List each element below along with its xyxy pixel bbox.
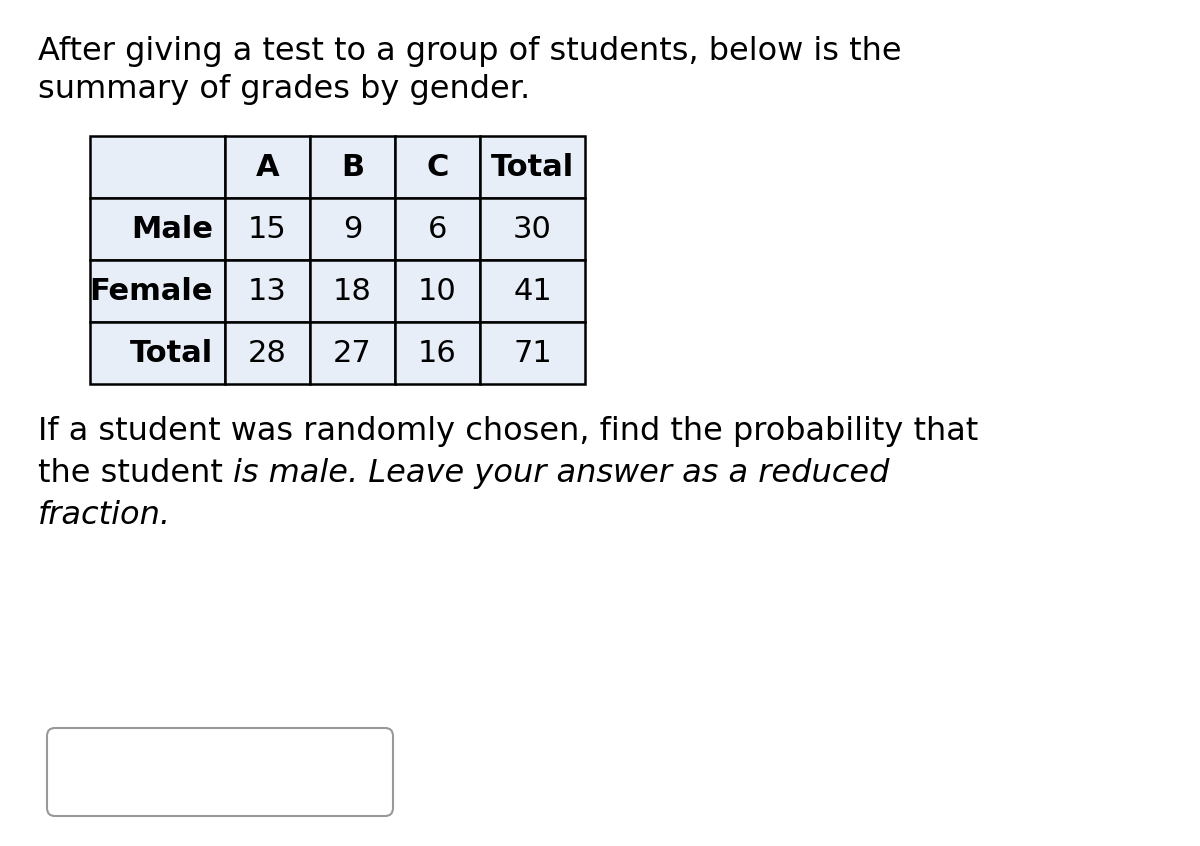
Bar xyxy=(310,198,395,260)
Text: A: A xyxy=(256,152,280,182)
Text: Total: Total xyxy=(130,338,214,367)
Bar xyxy=(310,322,395,384)
Bar xyxy=(310,136,395,198)
FancyBboxPatch shape xyxy=(47,728,394,816)
Bar xyxy=(90,136,226,198)
Text: C: C xyxy=(426,152,449,182)
Text: summary of grades by gender.: summary of grades by gender. xyxy=(38,74,530,105)
Text: 30: 30 xyxy=(514,215,552,244)
Text: 6: 6 xyxy=(428,215,448,244)
Text: 16: 16 xyxy=(418,338,457,367)
Bar xyxy=(480,136,586,198)
Bar xyxy=(480,198,586,260)
Text: B: B xyxy=(341,152,364,182)
Bar xyxy=(90,322,226,384)
Text: 13: 13 xyxy=(248,277,287,305)
Bar xyxy=(226,322,310,384)
Bar xyxy=(226,198,310,260)
Text: the student: the student xyxy=(38,458,233,489)
Bar xyxy=(395,322,480,384)
Text: 71: 71 xyxy=(514,338,552,367)
Bar xyxy=(395,136,480,198)
Bar xyxy=(226,260,310,322)
Text: 15: 15 xyxy=(248,215,287,244)
Text: fraction.: fraction. xyxy=(38,500,172,531)
Text: is male. Leave your answer as a reduced: is male. Leave your answer as a reduced xyxy=(233,458,889,489)
Bar xyxy=(226,136,310,198)
Text: Male: Male xyxy=(131,215,214,244)
Text: 28: 28 xyxy=(248,338,287,367)
Text: 18: 18 xyxy=(334,277,372,305)
Bar xyxy=(480,322,586,384)
Bar xyxy=(395,198,480,260)
Text: 9: 9 xyxy=(343,215,362,244)
Bar xyxy=(90,198,226,260)
Bar xyxy=(90,260,226,322)
Text: Female: Female xyxy=(90,277,214,305)
Bar xyxy=(395,260,480,322)
Text: 10: 10 xyxy=(418,277,457,305)
Text: If a student was randomly chosen, find the probability that: If a student was randomly chosen, find t… xyxy=(38,416,978,447)
Bar xyxy=(480,260,586,322)
Text: After giving a test to a group of students, below is the: After giving a test to a group of studen… xyxy=(38,36,901,67)
Text: Total: Total xyxy=(491,152,574,182)
Text: 27: 27 xyxy=(334,338,372,367)
Text: 41: 41 xyxy=(514,277,552,305)
Bar xyxy=(310,260,395,322)
